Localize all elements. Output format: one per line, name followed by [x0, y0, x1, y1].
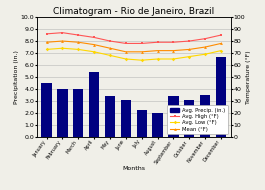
- Bar: [168, 96, 179, 137]
- Bar: [216, 57, 226, 137]
- Bar: [152, 113, 163, 137]
- Bar: [136, 110, 147, 137]
- Bar: [41, 83, 52, 137]
- Title: Climatogram - Rio de Janeiro, Brazil: Climatogram - Rio de Janeiro, Brazil: [53, 7, 214, 16]
- Bar: [200, 95, 210, 137]
- X-axis label: Months: Months: [122, 166, 145, 171]
- Y-axis label: Temperature (°F): Temperature (°F): [246, 50, 251, 104]
- Bar: [121, 100, 131, 137]
- Bar: [105, 96, 115, 137]
- Legend: Avg. Precip. (in.), Avg. High (°F), Avg. Low (°F), Mean (°F): Avg. Precip. (in.), Avg. High (°F), Avg.…: [167, 105, 228, 134]
- Bar: [89, 72, 99, 137]
- Bar: [57, 89, 68, 137]
- Bar: [73, 89, 83, 137]
- Y-axis label: Precipitation (in.): Precipitation (in.): [14, 50, 19, 104]
- Bar: [184, 100, 195, 137]
